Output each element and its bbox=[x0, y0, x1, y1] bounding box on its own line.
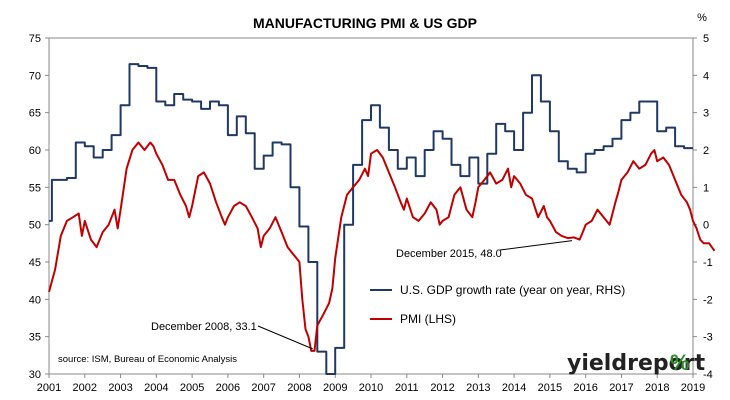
right-tick-label: 1 bbox=[703, 182, 709, 194]
right-tick-label: -3 bbox=[703, 332, 713, 344]
left-tick-label: 50 bbox=[29, 220, 41, 232]
x-axis-ticks: 2001 2002 2003 2004 2005 2006 2007 2008 2009 2010… bbox=[37, 374, 705, 394]
annotation-2008: December 2008, 33.1 bbox=[151, 321, 313, 350]
x-tick-label: 2011 bbox=[395, 382, 419, 394]
x-tick-label: 2002 bbox=[73, 382, 97, 394]
x-tick-label: 2003 bbox=[108, 382, 132, 394]
left-tick-label: 45 bbox=[29, 257, 41, 269]
x-tick-label: 2005 bbox=[180, 382, 204, 394]
legend-pmi-label: PMI (LHS) bbox=[400, 312, 456, 326]
right-tick-label: 4 bbox=[703, 70, 709, 82]
x-tick-label: 2007 bbox=[251, 382, 275, 394]
x-tick-label: 2004 bbox=[144, 382, 168, 394]
right-tick-label: -4 bbox=[703, 369, 713, 381]
legend-gdp-label: U.S. GDP growth rate (year on year, RHS) bbox=[400, 283, 625, 297]
chart-title: MANUFACTURING PMI & US GDP bbox=[253, 15, 477, 31]
annotation-2015-leader bbox=[499, 240, 573, 251]
pmi-series-line bbox=[48, 141, 716, 352]
plot-border bbox=[48, 37, 694, 375]
right-axis-unit: % bbox=[697, 12, 707, 24]
plot-frame bbox=[48, 37, 694, 375]
logo-percent-symbol: % bbox=[670, 350, 690, 375]
logo-wordmark: yieldreport bbox=[567, 351, 706, 376]
x-tick-label: 2017 bbox=[609, 382, 633, 394]
left-tick-label: 65 bbox=[29, 108, 41, 120]
left-tick-label: 40 bbox=[29, 294, 41, 306]
x-tick-label: 2018 bbox=[645, 382, 669, 394]
right-tick-label: 2 bbox=[703, 145, 709, 157]
x-tick-label: 2015 bbox=[538, 382, 562, 394]
x-tick-label: 2019 bbox=[681, 382, 705, 394]
annotation-2015: December 2015, 48.0 bbox=[396, 240, 573, 260]
left-axis-ticks: 30 35 40 45 50 55 60 65 70 75 bbox=[29, 33, 49, 381]
right-tick-label: -2 bbox=[703, 294, 713, 306]
x-tick-label: 2012 bbox=[430, 382, 454, 394]
x-tick-label: 2013 bbox=[466, 382, 490, 394]
right-axis-ticks: -4 -3 -2 -1 0 1 2 3 4 5 bbox=[693, 33, 713, 381]
x-tick-label: 2014 bbox=[502, 382, 526, 394]
x-tick-label: 2009 bbox=[323, 382, 347, 394]
annotation-2008-label: December 2008, 33.1 bbox=[151, 321, 257, 333]
gdp-series-line bbox=[49, 63, 693, 375]
yieldreport-logo: yieldreport % bbox=[567, 350, 706, 376]
x-tick-label: 2008 bbox=[287, 382, 311, 394]
x-tick-label: 2006 bbox=[216, 382, 240, 394]
annotation-2008-leader bbox=[257, 325, 313, 350]
series-layer bbox=[48, 63, 716, 375]
left-tick-label: 75 bbox=[29, 33, 41, 45]
source-note: source: ISM, Bureau of Economic Analysis bbox=[58, 354, 237, 365]
right-tick-label: 3 bbox=[703, 108, 709, 120]
left-tick-label: 35 bbox=[29, 332, 41, 344]
left-tick-label: 30 bbox=[29, 369, 41, 381]
x-tick-label: 2001 bbox=[37, 382, 61, 394]
left-tick-label: 70 bbox=[29, 70, 41, 82]
left-tick-label: 55 bbox=[29, 182, 41, 194]
right-tick-label: -1 bbox=[703, 257, 713, 269]
annotation-2015-label: December 2015, 48.0 bbox=[396, 248, 502, 260]
x-tick-label: 2016 bbox=[573, 382, 597, 394]
right-tick-label: 0 bbox=[703, 220, 709, 232]
left-tick-label: 60 bbox=[29, 145, 41, 157]
right-tick-label: 5 bbox=[703, 33, 709, 45]
legend: U.S. GDP growth rate (year on year, RHS)… bbox=[370, 283, 625, 326]
x-tick-label: 2010 bbox=[359, 382, 383, 394]
